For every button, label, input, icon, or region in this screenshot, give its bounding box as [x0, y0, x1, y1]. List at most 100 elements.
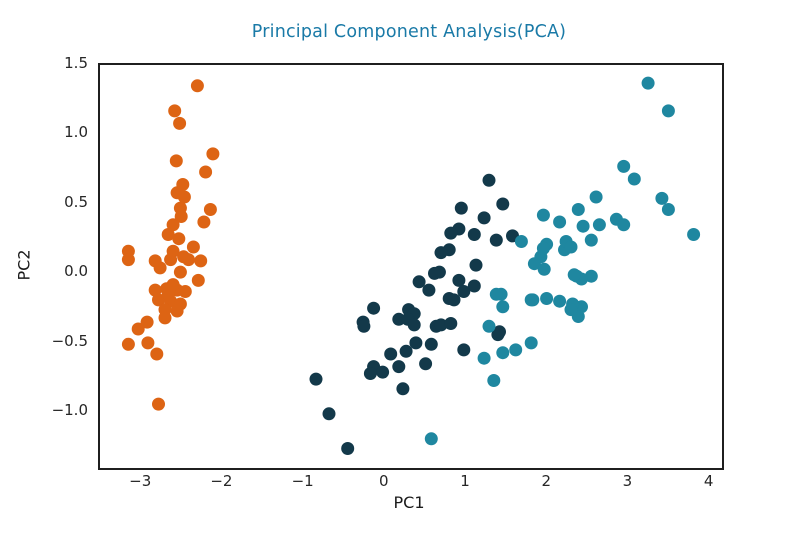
- data-point-cluster-navy: [322, 407, 336, 421]
- data-point-cluster-teal: [617, 159, 631, 173]
- data-point-cluster-teal: [487, 374, 501, 387]
- data-point-cluster-orange: [178, 285, 192, 298]
- data-point-cluster-navy: [477, 211, 491, 225]
- data-point-cluster-teal: [627, 172, 641, 186]
- data-point-cluster-navy: [428, 266, 441, 280]
- data-point-cluster-teal: [527, 257, 541, 271]
- data-point-cluster-navy: [367, 301, 381, 315]
- data-point-cluster-navy: [452, 273, 466, 287]
- data-point-cluster-teal: [537, 262, 551, 276]
- y-axis-label: PC2: [14, 249, 34, 281]
- data-point-cluster-teal: [514, 235, 528, 248]
- data-point-cluster-navy: [444, 317, 458, 330]
- data-point-cluster-orange: [177, 190, 191, 204]
- data-point-cluster-teal: [477, 351, 491, 365]
- data-point-cluster-orange: [194, 254, 208, 268]
- data-point-cluster-orange: [172, 232, 186, 246]
- data-point-cluster-orange: [166, 218, 180, 232]
- data-point-cluster-navy: [396, 382, 410, 396]
- scatter-canvas: [121, 76, 701, 455]
- data-point-cluster-orange: [182, 253, 195, 267]
- data-point-cluster-orange: [168, 104, 182, 118]
- data-point-cluster-teal: [576, 219, 590, 233]
- data-point-cluster-teal: [641, 76, 655, 90]
- data-point-cluster-navy: [454, 201, 468, 215]
- data-point-cluster-orange: [158, 311, 172, 325]
- data-point-cluster-navy: [399, 344, 413, 358]
- data-point-cluster-navy: [482, 173, 496, 187]
- data-point-cluster-teal: [524, 293, 538, 307]
- data-point-cluster-teal: [553, 294, 567, 308]
- data-point-cluster-teal: [661, 104, 675, 118]
- data-point-cluster-teal: [617, 218, 631, 232]
- data-point-cluster-teal: [584, 233, 598, 247]
- data-point-cluster-navy: [422, 283, 436, 297]
- y-tick-label: 1.0: [64, 123, 88, 142]
- data-point-cluster-teal: [536, 208, 550, 222]
- data-point-cluster-orange: [153, 261, 167, 275]
- data-point-cluster-navy: [392, 360, 406, 374]
- y-tick-label: 1.5: [64, 54, 88, 72]
- data-point-cluster-orange: [161, 287, 175, 301]
- data-point-cluster-teal: [489, 287, 503, 301]
- data-point-cluster-navy: [434, 246, 448, 260]
- data-point-cluster-orange: [141, 336, 155, 350]
- x-tick-label: 2: [541, 472, 551, 490]
- data-point-cluster-navy: [424, 337, 438, 351]
- data-point-cluster-navy: [434, 318, 448, 332]
- plot-area: [98, 63, 724, 470]
- x-tick-label: 1: [460, 472, 470, 490]
- y-tick-label: −0.5: [51, 331, 88, 350]
- data-point-cluster-navy: [447, 293, 461, 307]
- data-point-cluster-orange: [203, 203, 217, 216]
- data-point-cluster-orange: [121, 253, 135, 267]
- x-tick-label: 4: [703, 472, 714, 490]
- data-point-cluster-orange: [190, 79, 204, 93]
- x-tick-label: −1: [291, 472, 314, 490]
- data-point-cluster-orange: [173, 116, 187, 130]
- data-point-cluster-teal: [687, 228, 701, 241]
- data-point-cluster-navy: [341, 442, 355, 455]
- data-point-cluster-teal: [482, 319, 496, 333]
- data-point-cluster-teal: [584, 269, 598, 283]
- data-point-cluster-navy: [409, 336, 423, 350]
- data-point-cluster-navy: [376, 365, 390, 379]
- data-point-cluster-orange: [150, 347, 164, 361]
- data-point-cluster-teal: [496, 346, 510, 360]
- data-point-cluster-orange: [191, 273, 205, 287]
- data-point-cluster-navy: [412, 275, 426, 289]
- data-point-cluster-teal: [661, 203, 675, 216]
- data-point-cluster-teal: [496, 300, 510, 314]
- data-point-cluster-orange: [166, 278, 180, 292]
- data-point-cluster-orange: [152, 293, 165, 307]
- data-point-cluster-navy: [489, 233, 503, 247]
- data-point-cluster-orange: [121, 337, 135, 351]
- data-point-cluster-orange: [161, 228, 175, 241]
- data-point-cluster-teal: [567, 268, 581, 282]
- data-point-cluster-navy: [493, 325, 506, 339]
- x-tick-label: 3: [622, 472, 633, 490]
- data-point-cluster-navy: [457, 285, 471, 298]
- data-point-cluster-teal: [553, 215, 567, 229]
- data-point-cluster-orange: [174, 210, 188, 223]
- data-point-cluster-navy: [384, 347, 398, 361]
- data-point-cluster-navy: [467, 228, 481, 241]
- data-point-cluster-teal: [564, 303, 578, 317]
- y-tick-label: 0.0: [64, 262, 88, 281]
- data-point-cluster-teal: [540, 292, 554, 305]
- data-point-cluster-teal: [424, 432, 438, 446]
- data-point-cluster-orange: [170, 304, 184, 318]
- data-point-cluster-navy: [457, 343, 471, 357]
- chart-title: Principal Component Analysis(PCA): [251, 22, 567, 42]
- data-point-cluster-orange: [199, 165, 213, 179]
- data-point-cluster-orange: [164, 253, 178, 267]
- data-point-cluster-navy: [363, 367, 377, 380]
- data-point-cluster-teal: [592, 218, 606, 232]
- data-point-cluster-navy: [357, 319, 371, 333]
- data-point-cluster-orange: [173, 265, 187, 279]
- data-point-cluster-orange: [169, 154, 183, 168]
- data-point-cluster-navy: [496, 197, 510, 211]
- data-point-cluster-teal: [536, 241, 550, 255]
- data-point-cluster-teal: [571, 203, 585, 216]
- data-point-cluster-teal: [564, 240, 578, 254]
